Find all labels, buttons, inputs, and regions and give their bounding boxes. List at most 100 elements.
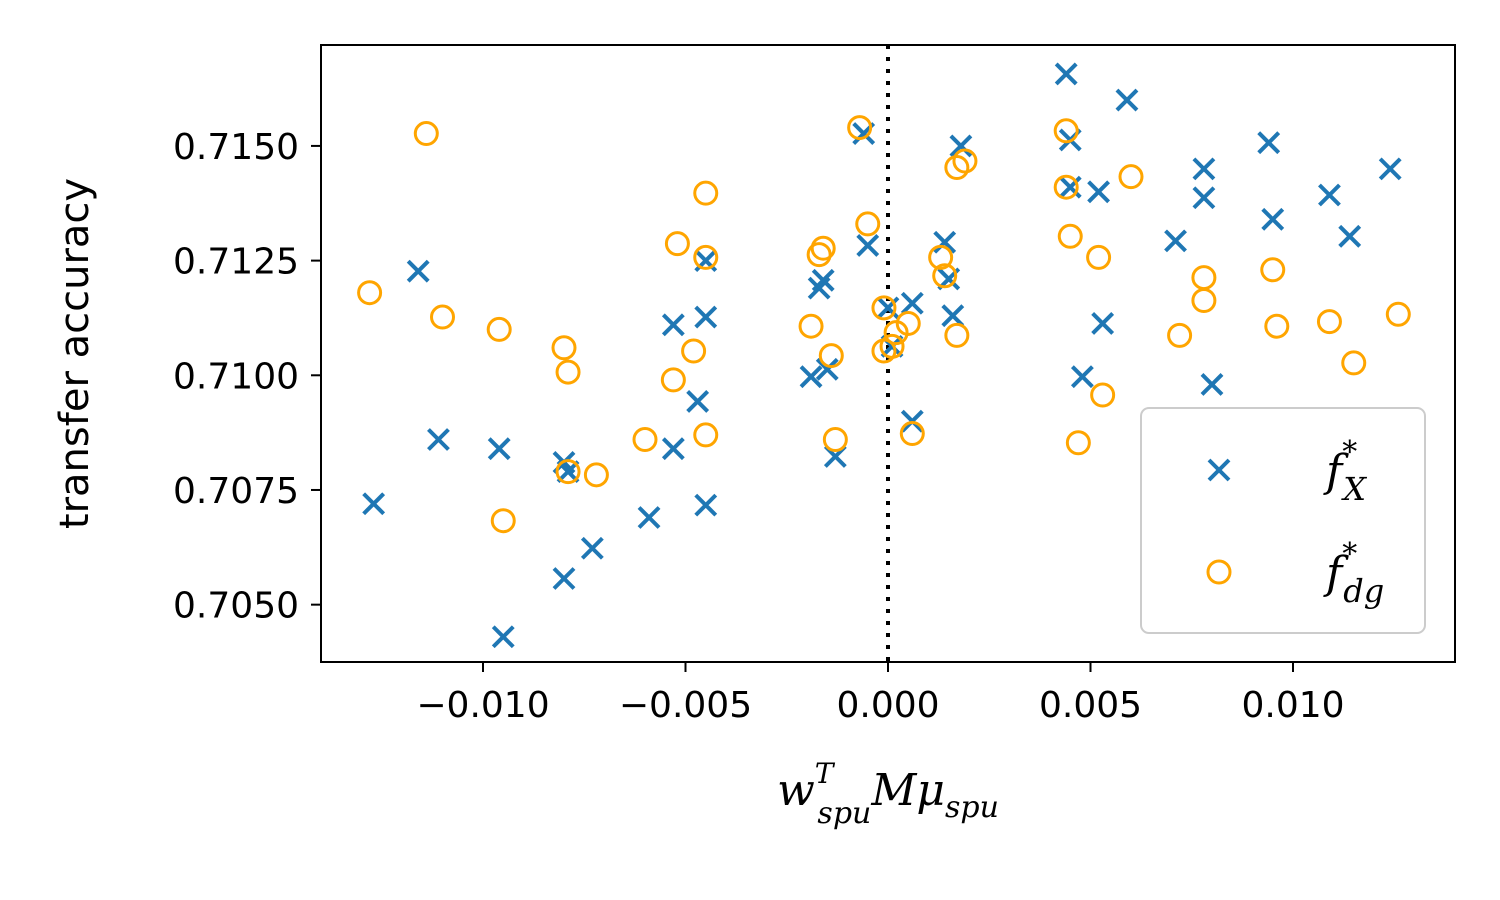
data-point-o	[806, 242, 832, 268]
data-point-o	[1090, 382, 1116, 408]
data-point-x	[686, 390, 710, 413]
data-point-x	[552, 567, 576, 590]
data-point-x	[1087, 180, 1111, 204]
x-tick-label: −0.010	[416, 685, 549, 726]
data-point-x	[856, 234, 880, 257]
data-point-o	[1053, 174, 1079, 200]
y-axis-label: transfer accuracy	[52, 178, 98, 529]
data-point-o	[944, 322, 970, 348]
data-point-o	[810, 235, 836, 261]
data-point-o	[932, 263, 958, 289]
data-point-o	[486, 316, 512, 342]
data-point-o	[1385, 301, 1411, 327]
data-point-o	[895, 310, 921, 336]
data-point-x	[815, 357, 839, 381]
x-axis-label: wT spuMμspu	[777, 757, 999, 831]
data-point-x	[362, 492, 386, 516]
data-point-o	[847, 115, 873, 141]
data-point-x	[1192, 157, 1216, 181]
data-point-o	[944, 154, 970, 180]
data-point-o	[555, 459, 581, 485]
data-point-o	[357, 280, 383, 306]
data-point-x	[487, 437, 511, 461]
data-point-o	[798, 313, 824, 339]
data-point-x	[661, 437, 685, 461]
data-point-o	[1118, 164, 1144, 190]
y-tick-label: 0.7125	[173, 242, 299, 283]
axis-labels: transfer accuracy wT spuMμspu	[52, 178, 999, 831]
data-point-x	[491, 625, 515, 649]
data-point-o	[879, 333, 905, 359]
data-point-o	[1065, 430, 1091, 456]
data-point-x	[799, 365, 823, 389]
data-point-o	[660, 367, 686, 393]
legend-label: f* dg	[1323, 537, 1384, 610]
data-point-o	[1057, 223, 1083, 249]
data-point-o	[1053, 118, 1079, 144]
data-point-o	[1316, 309, 1342, 335]
data-point-x	[1378, 157, 1402, 181]
data-point-x	[694, 305, 718, 329]
data-point-x	[949, 134, 973, 158]
data-point-x	[1257, 131, 1281, 155]
data-point-o	[928, 244, 954, 270]
legend: f* X f* dg	[1140, 407, 1426, 634]
data-point-o	[871, 295, 897, 321]
legend-marker-o	[1206, 559, 1232, 585]
data-point-o	[681, 338, 707, 364]
data-point-o	[818, 343, 844, 369]
data-point-x	[556, 460, 580, 484]
data-point-x	[1058, 175, 1082, 199]
data-point-o	[490, 508, 516, 534]
data-point-x	[1192, 186, 1216, 210]
data-point-x	[1164, 229, 1187, 253]
data-point-o	[1086, 244, 1112, 270]
y-tick-label: 0.7100	[173, 356, 299, 397]
data-point-o	[1191, 288, 1217, 314]
legend-label: f* X	[1323, 435, 1367, 508]
data-point-x	[637, 506, 661, 529]
legend-entry: f* X	[1207, 435, 1367, 508]
data-point-x	[1091, 312, 1115, 335]
y-tick-label: 0.7050	[173, 586, 299, 627]
data-point-o	[1167, 322, 1193, 348]
x-tick-label: 0.010	[1241, 685, 1344, 726]
data-point-x	[580, 536, 604, 560]
data-point-o	[413, 121, 439, 147]
x-tick-label: 0.000	[836, 685, 939, 726]
data-point-o	[430, 304, 455, 330]
y-tick-label: 0.7150	[173, 127, 299, 168]
data-point-x	[1338, 224, 1362, 248]
x-tick-label: −0.005	[619, 685, 752, 726]
data-point-o	[1264, 313, 1290, 339]
data-point-x	[933, 230, 957, 254]
y-tick-label: 0.7075	[173, 471, 299, 512]
data-point-o	[583, 462, 609, 488]
x-tick-label: 0.005	[1039, 685, 1142, 726]
data-point-o	[551, 335, 577, 361]
data-point-o	[555, 359, 581, 385]
data-point-x	[1261, 207, 1285, 231]
data-point-o	[693, 244, 719, 270]
data-point-o	[693, 180, 719, 206]
series-fdg	[357, 115, 1411, 534]
data-point-x	[807, 276, 831, 300]
points-layer	[357, 62, 1411, 649]
data-point-o	[664, 231, 690, 257]
data-point-x	[900, 291, 924, 315]
data-point-x	[427, 428, 450, 451]
data-point-o	[822, 427, 848, 453]
data-point-x	[876, 296, 900, 320]
data-point-o	[1260, 257, 1286, 283]
data-point-o	[1341, 350, 1367, 376]
data-point-x	[941, 304, 965, 328]
data-point-x	[1200, 373, 1224, 396]
axes-layer: −0.010 −0.005 0.000 0.005 0.010 0.7050 0.7075 0…	[173, 44, 1456, 726]
data-point-o	[693, 422, 719, 448]
data-point-o	[899, 421, 925, 447]
data-point-x	[406, 259, 430, 283]
data-point-x	[661, 313, 685, 337]
data-point-x	[694, 493, 718, 517]
legend-entry: f* dg	[1206, 537, 1384, 610]
